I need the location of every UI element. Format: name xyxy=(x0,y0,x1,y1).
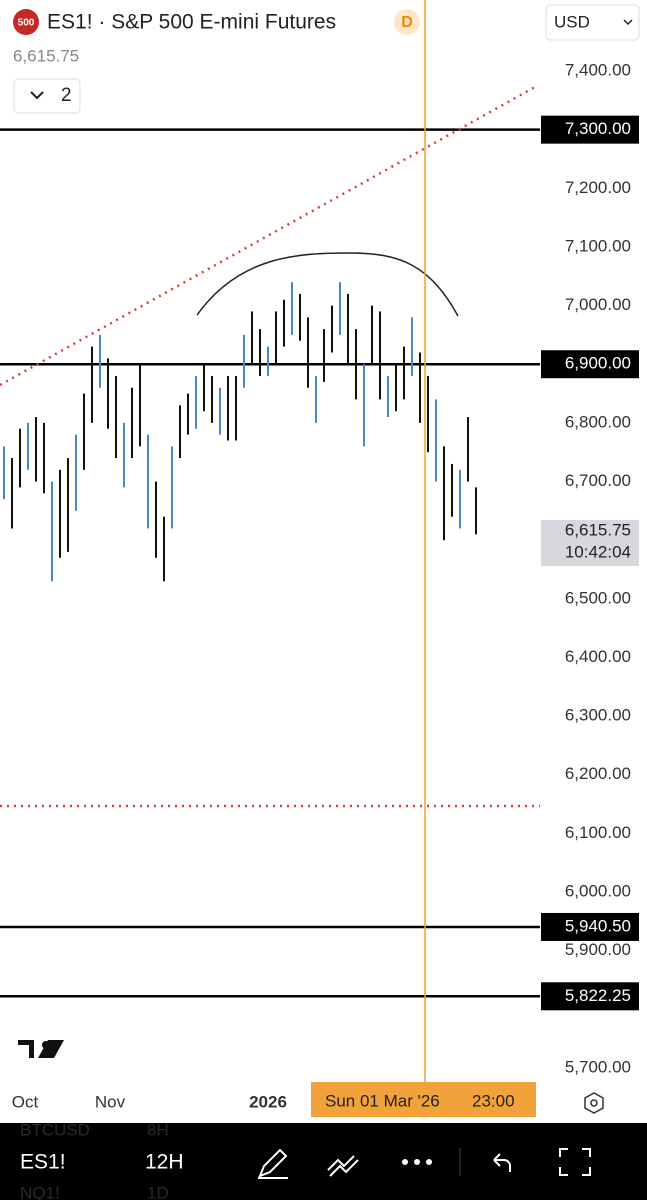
countdown-label: 10:42:04 xyxy=(565,542,631,561)
settings-icon-center xyxy=(590,1099,598,1107)
draw-icon[interactable] xyxy=(258,1148,288,1179)
symbol-title[interactable]: ES1! · S&P 500 E-mini Futures xyxy=(47,11,336,34)
header-price: 6,615.75 xyxy=(13,46,79,65)
ghost-symbol: BTCUSD xyxy=(20,1120,90,1139)
y-tick-label: 7,000.00 xyxy=(565,295,631,314)
collapse-button[interactable] xyxy=(13,78,81,114)
arc-drawing xyxy=(196,252,459,317)
y-tick-label: 6,500.00 xyxy=(565,588,631,607)
level-label: 6,900.00 xyxy=(565,354,631,373)
level-label: 5,940.50 xyxy=(565,916,631,935)
fullscreen-icon[interactable] xyxy=(559,1148,591,1176)
y-tick-label: 6,200.00 xyxy=(565,764,631,783)
badge xyxy=(394,9,420,35)
level-label-bg xyxy=(541,912,639,941)
last-price-bg xyxy=(541,519,639,566)
level-label-bg xyxy=(541,982,639,1011)
currency-text: USD xyxy=(554,12,590,31)
chevron xyxy=(30,91,44,100)
level-label-bg xyxy=(541,350,639,379)
currency-select[interactable] xyxy=(545,4,640,41)
y-tick-label: 7,200.00 xyxy=(565,178,631,197)
more-icon[interactable] xyxy=(402,1159,432,1165)
toolbar xyxy=(0,1123,647,1200)
ghost-interval: 8H xyxy=(147,1120,169,1139)
x-tick-label: Oct xyxy=(12,1092,39,1111)
crosshair-time: 23:00 xyxy=(472,1091,515,1110)
indicator-icon[interactable] xyxy=(327,1155,359,1177)
y-tick-label: 6,300.00 xyxy=(565,706,631,725)
y-tick-label: 5,700.00 xyxy=(565,1057,631,1076)
level-label: 5,822.25 xyxy=(565,986,631,1005)
y-tick-label: 7,400.00 xyxy=(565,60,631,79)
logo xyxy=(13,9,39,35)
y-tick-label: 6,800.00 xyxy=(565,412,631,431)
tv-logo-dot xyxy=(42,1041,50,1049)
y-tick-label: 5,900.00 xyxy=(565,940,631,959)
y-tick-label: 6,700.00 xyxy=(565,471,631,490)
y-tick-label: 6,100.00 xyxy=(565,823,631,842)
level-label-bg xyxy=(541,115,639,144)
x-tick-label: 2026 xyxy=(249,1092,287,1111)
tv-logo xyxy=(18,1040,64,1058)
crosshair-label-bg xyxy=(311,1082,536,1117)
level-label: 7,300.00 xyxy=(565,119,631,138)
badge-text: D xyxy=(401,14,413,31)
ghost-symbol: NQ1! xyxy=(20,1183,60,1200)
crosshair-date: Sun 01 Mar '26 xyxy=(325,1091,440,1110)
ghost-interval: 1D xyxy=(147,1183,169,1200)
toolbar-interval[interactable]: 12H xyxy=(145,1151,184,1174)
settings-icon[interactable] xyxy=(584,1092,604,1114)
x-tick-label: Nov xyxy=(95,1092,126,1111)
undo-icon[interactable] xyxy=(493,1153,511,1172)
currency-chevron xyxy=(623,19,633,26)
collapse-count: 2 xyxy=(61,85,72,106)
toolbar-symbol[interactable]: ES1! xyxy=(20,1151,66,1174)
plot: 7,400.00 7,200.00 7,100.00 7,000.00 6,800.00… xyxy=(0,60,639,1111)
y-tick-label: 7,100.00 xyxy=(565,236,631,255)
logo-text: 500 xyxy=(18,18,35,29)
trend-line xyxy=(0,85,536,387)
y-tick-label: 6,400.00 xyxy=(565,647,631,666)
last-price-label: 6,615.75 xyxy=(565,520,631,539)
y-tick-label: 6,000.00 xyxy=(565,882,631,901)
